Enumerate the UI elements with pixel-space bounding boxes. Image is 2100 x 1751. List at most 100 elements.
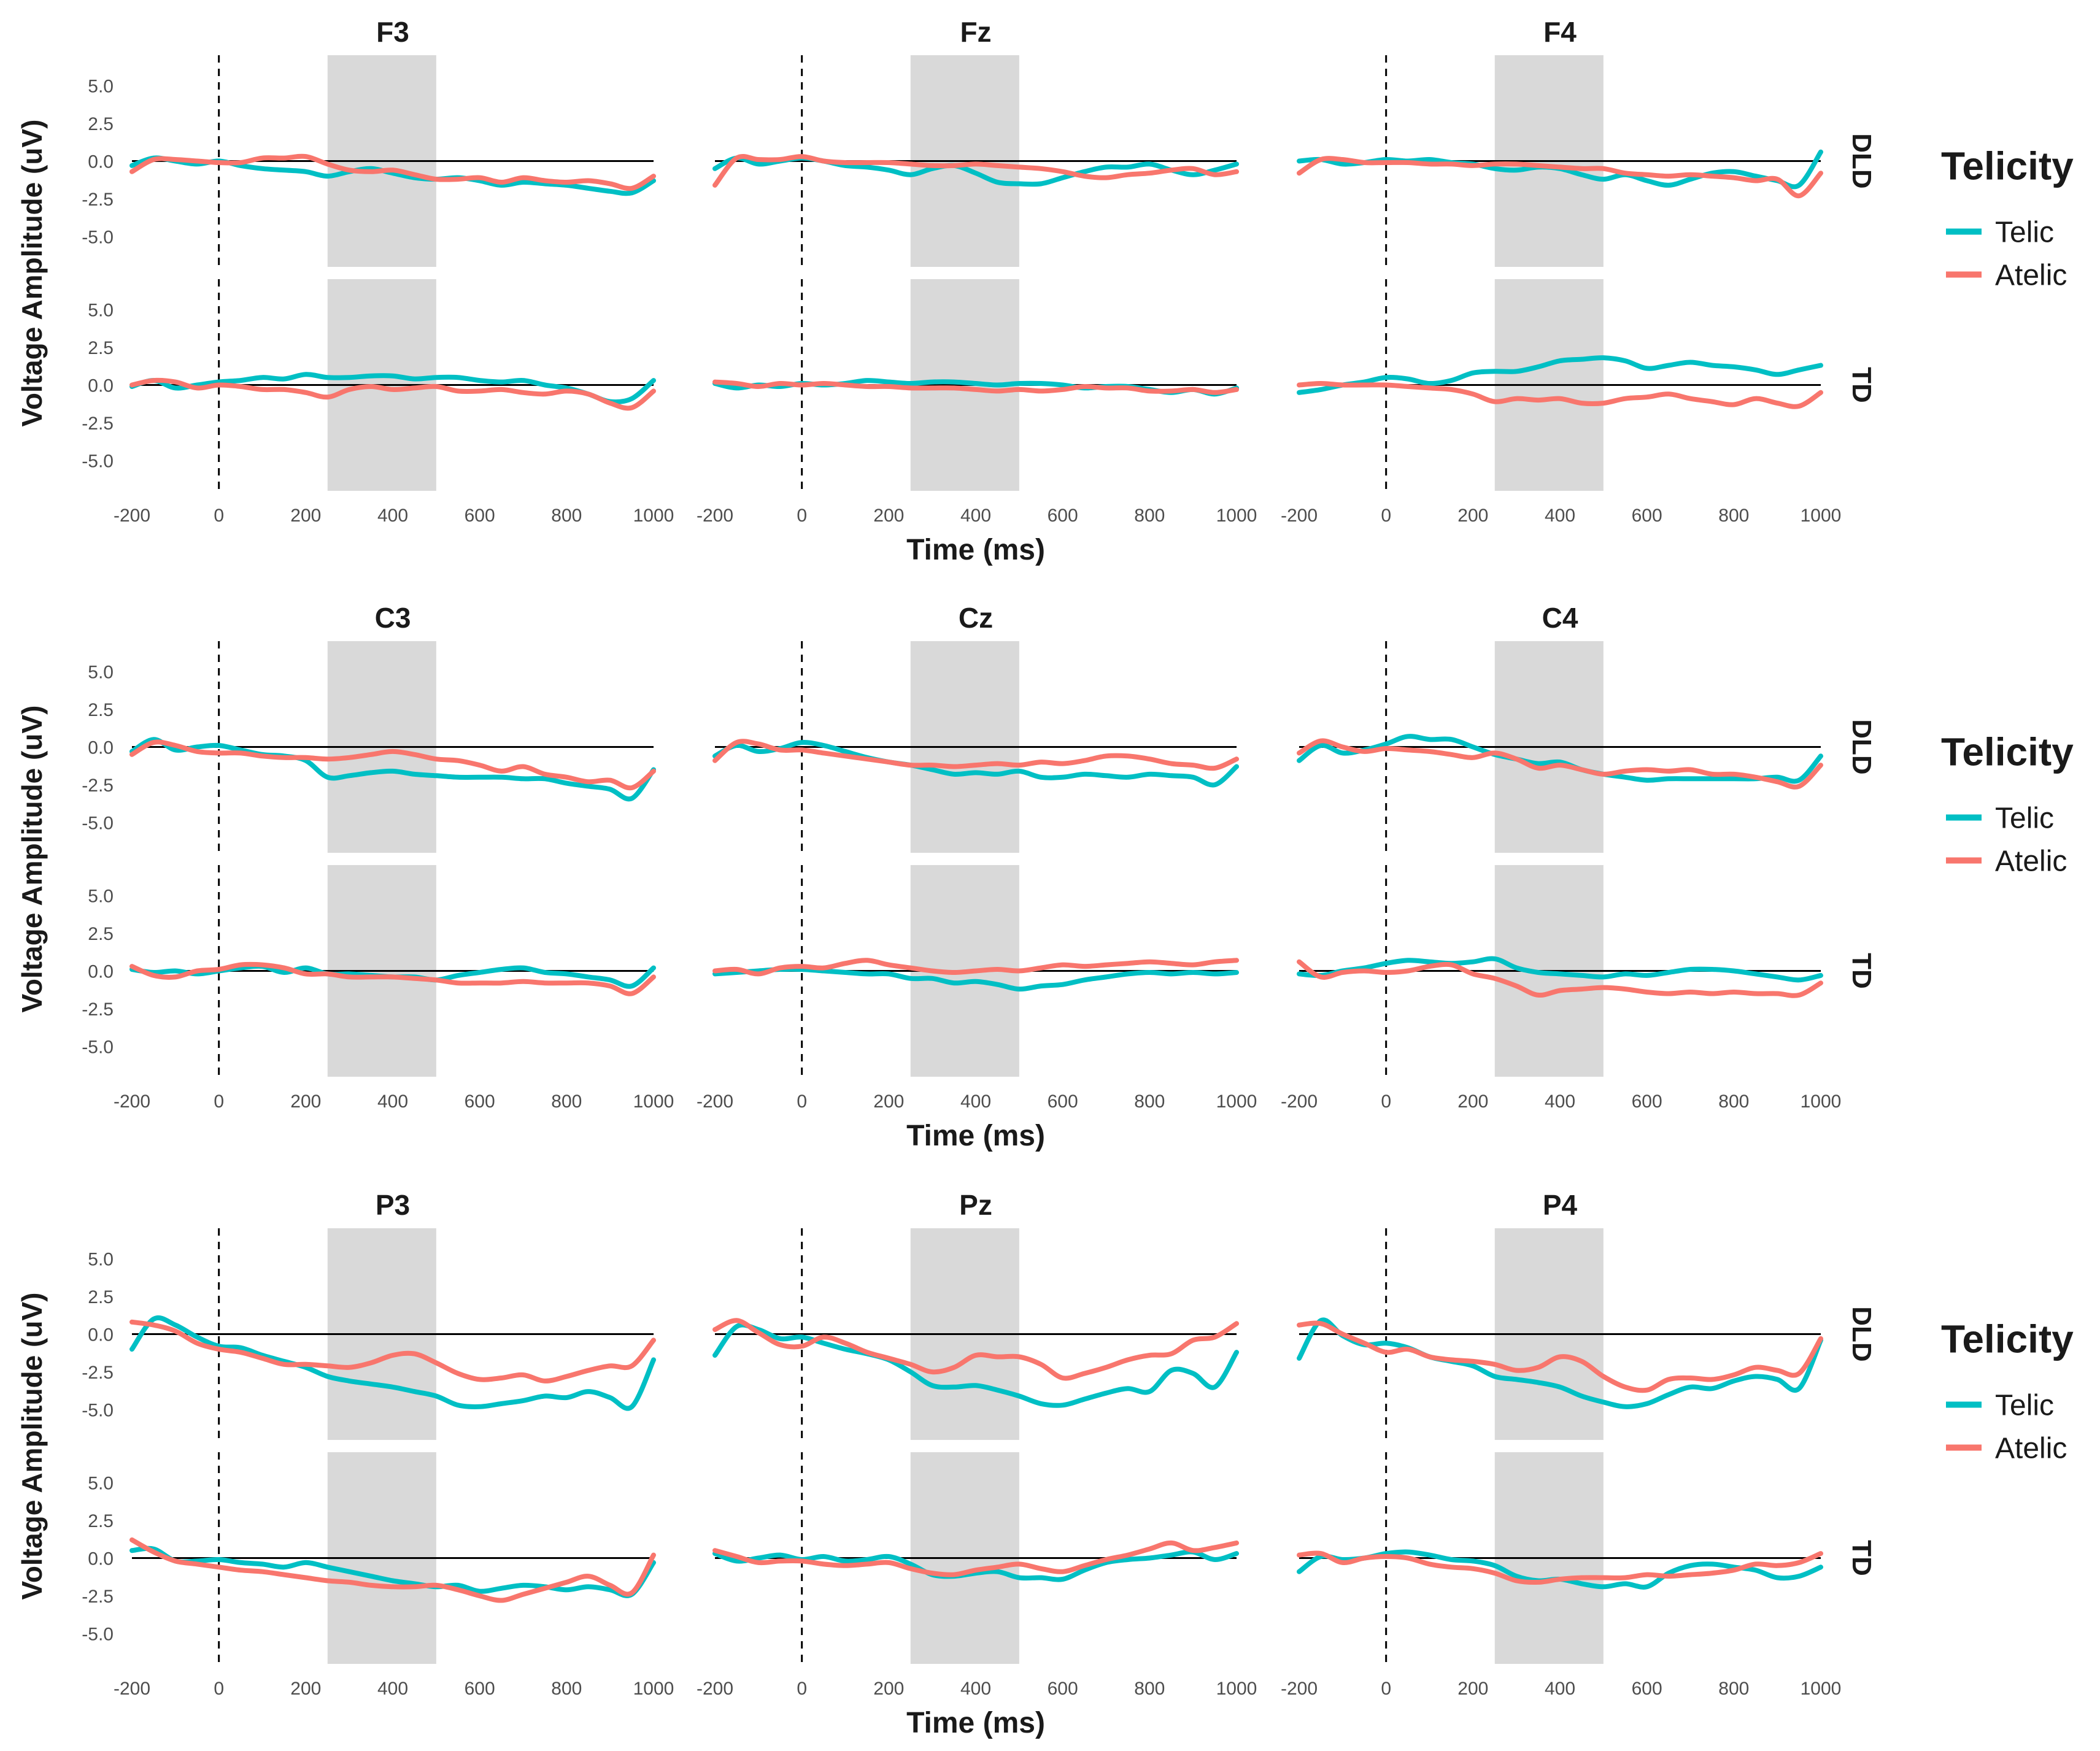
x-tick-label: 600	[1632, 1679, 1662, 1699]
x-tick-label: 400	[960, 506, 991, 526]
series-C4-TD-atelic	[1297, 959, 1823, 998]
series-F4-DLD-atelic	[1297, 156, 1823, 199]
x-tick-label: 0	[797, 1679, 807, 1699]
x-tick-label: 400	[1545, 1091, 1575, 1112]
electrode-title-Cz: Cz	[959, 602, 993, 634]
y-tick-label: 0.0	[88, 1325, 114, 1345]
x-tick-label: 1000	[633, 1679, 674, 1699]
x-tick-label: 200	[290, 1679, 321, 1699]
x-tick-label: 400	[960, 1091, 991, 1112]
x-tick-label: 600	[1632, 1091, 1662, 1112]
x-tick-label: 800	[551, 1679, 582, 1699]
electrode-title-F3: F3	[376, 16, 409, 48]
electrode-title-Fz: Fz	[960, 16, 991, 48]
x-tick-label: 800	[551, 506, 582, 526]
y-tick-label: -2.5	[82, 775, 114, 796]
x-tick-label: 800	[1134, 1091, 1165, 1112]
x-tick-label: 1000	[1801, 506, 1842, 526]
x-tick-label: 400	[377, 1091, 408, 1112]
legend-label-atelic: Atelic	[1995, 845, 2067, 878]
legend-title: Telicity	[1941, 144, 2074, 188]
x-tick-label: 1000	[1216, 506, 1257, 526]
x-tick-label: 200	[1457, 506, 1488, 526]
x-tick-label: 400	[1545, 506, 1575, 526]
series-P3-DLD-atelic	[129, 1319, 656, 1383]
series-Cz-DLD-atelic	[712, 739, 1239, 771]
y-tick-label: -5.0	[82, 452, 114, 472]
legend-label-telic: Telic	[1995, 802, 2054, 835]
x-tick-label: 600	[465, 1679, 495, 1699]
facet-strip-label-dld: DLD	[1847, 133, 1877, 188]
x-tick-label: -200	[1281, 1091, 1318, 1112]
x-tick-label: 0	[1381, 506, 1391, 526]
x-axis-title: Time (ms)	[906, 1707, 1045, 1739]
y-tick-label: 5.0	[88, 886, 114, 906]
electrode-title-P3: P3	[376, 1189, 410, 1221]
x-tick-label: -200	[114, 1091, 150, 1112]
series-Pz-DLD-telic	[712, 1322, 1239, 1408]
series-Pz-TD-atelic	[712, 1540, 1239, 1577]
y-tick-label: 2.5	[88, 924, 114, 944]
y-tick-label: -2.5	[82, 190, 114, 210]
x-tick-label: 200	[873, 506, 904, 526]
x-tick-label: 1000	[633, 1091, 674, 1112]
y-axis-title: Voltage Amplitude (uV)	[16, 706, 48, 1013]
x-tick-label: 800	[1718, 1091, 1749, 1112]
y-tick-label: -2.5	[82, 999, 114, 1020]
y-tick-label: 0.0	[88, 962, 114, 982]
series-Pz-DLD-atelic	[712, 1318, 1239, 1381]
x-tick-label: 400	[960, 1679, 991, 1699]
electrode-title-C3: C3	[375, 602, 411, 634]
y-tick-label: 0.0	[88, 738, 114, 758]
x-tick-label: 1000	[1216, 1679, 1257, 1699]
x-tick-label: 600	[1048, 1679, 1078, 1699]
x-tick-label: 200	[873, 1679, 904, 1699]
x-tick-label: 0	[214, 1679, 224, 1699]
x-tick-label: -200	[114, 506, 150, 526]
series-P3-TD-atelic	[129, 1537, 656, 1603]
series-F3-TD-atelic	[129, 377, 656, 411]
y-tick-label: 5.0	[88, 300, 114, 320]
x-tick-label: 1000	[1801, 1091, 1842, 1112]
x-tick-label: -200	[697, 1679, 733, 1699]
x-tick-label: 1000	[633, 506, 674, 526]
x-tick-label: 200	[1457, 1679, 1488, 1699]
x-tick-label: -200	[114, 1679, 150, 1699]
facet-strip-label-dld: DLD	[1847, 1306, 1877, 1361]
y-tick-label: 0.0	[88, 1549, 114, 1569]
x-tick-label: 0	[214, 1091, 224, 1112]
electrode-title-P4: P4	[1543, 1189, 1578, 1221]
y-tick-label: 2.5	[88, 338, 114, 358]
series-C3-DLD-telic	[129, 737, 656, 802]
x-tick-label: 600	[465, 1091, 495, 1112]
facet-strip-label-td: TD	[1847, 953, 1877, 989]
series-Fz-TD-atelic	[712, 379, 1239, 395]
y-tick-label: 2.5	[88, 1287, 114, 1307]
x-tick-label: -200	[1281, 506, 1318, 526]
x-tick-label: 400	[1545, 1679, 1575, 1699]
series-P4-TD-atelic	[1297, 1550, 1823, 1585]
series-Cz-DLD-telic	[712, 739, 1239, 788]
facet-strip-label-td: TD	[1847, 367, 1877, 403]
y-axis-title: Voltage Amplitude (uV)	[16, 1293, 48, 1600]
y-tick-label: 0.0	[88, 152, 114, 172]
x-tick-label: 0	[797, 506, 807, 526]
y-tick-label: 5.0	[88, 1473, 114, 1493]
x-tick-label: 200	[873, 1091, 904, 1112]
series-Fz-DLD-atelic	[712, 153, 1239, 188]
series-F4-TD-atelic	[1297, 381, 1823, 409]
y-tick-label: 0.0	[88, 376, 114, 396]
y-tick-label: -2.5	[82, 1587, 114, 1607]
series-F4-TD-telic	[1297, 355, 1823, 395]
series-C3-TD-atelic	[129, 961, 656, 996]
x-tick-label: 1000	[1801, 1679, 1842, 1699]
x-tick-label: 200	[290, 1091, 321, 1112]
legend-title: Telicity	[1941, 1317, 2074, 1361]
y-axis-title: Voltage Amplitude (uV)	[16, 120, 48, 427]
x-tick-label: 800	[1134, 1679, 1165, 1699]
legend-title: Telicity	[1941, 730, 2074, 774]
series-C3-DLD-atelic	[129, 739, 656, 791]
series-C4-TD-telic	[1297, 956, 1823, 983]
y-tick-label: -5.0	[82, 1625, 114, 1645]
